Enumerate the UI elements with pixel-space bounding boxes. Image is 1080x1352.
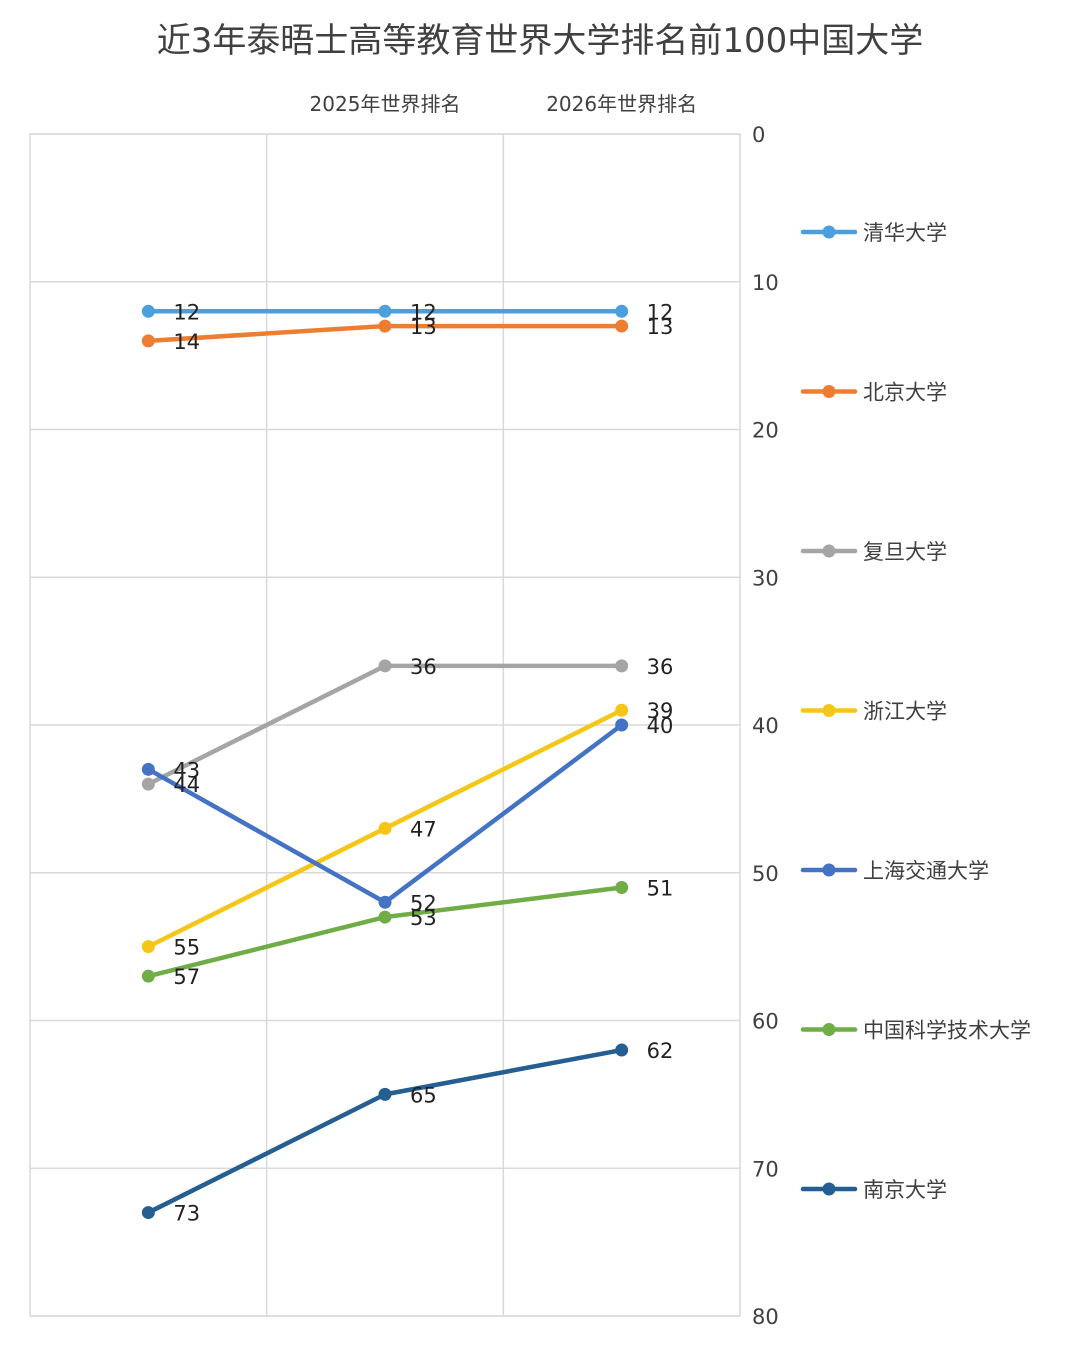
data-labels: 12 12 12 14 13 13 44 36 36 55 47 39 43 52 40 57 53 51 73 65…: [173, 300, 673, 1225]
legend-label: 中国科学技术大学: [863, 1019, 1031, 1043]
legend-label: 清华大学: [863, 221, 947, 245]
data-label: 43: [173, 758, 200, 782]
legend-label: 南京大学: [863, 1178, 947, 1202]
series-line: [146, 1047, 624, 1215]
legend-marker: [822, 544, 836, 558]
data-point: [378, 895, 392, 909]
data-point: [141, 762, 155, 776]
data-point: [378, 1087, 392, 1101]
data-label: 12: [173, 300, 200, 324]
chart-title: 近3年泰晤士高等教育世界大学排名前100中国大学: [157, 21, 924, 61]
legend-label: 北京大学: [863, 381, 947, 405]
y-axis: 0 10 20 30 40 50 60 70 80: [752, 123, 779, 1329]
y-tick-label: 40: [752, 714, 779, 738]
y-tick-label: 60: [752, 1010, 779, 1034]
data-point: [615, 319, 629, 333]
data-label: 55: [173, 936, 200, 960]
data-label: 13: [410, 315, 437, 339]
legend-marker: [822, 863, 836, 877]
category-label: 2026年世界排名: [546, 92, 697, 116]
data-label: 36: [410, 655, 437, 679]
legend-marker: [822, 385, 836, 398]
data-label: 12: [410, 300, 437, 324]
legend-label: 复旦大学: [863, 540, 947, 564]
category-label: 2025年世界排名: [310, 92, 461, 116]
y-tick-label: 50: [752, 862, 779, 886]
data-label: 36: [647, 655, 674, 679]
data-label: 57: [173, 965, 200, 989]
y-tick-label: 10: [752, 271, 779, 295]
data-label: 40: [647, 714, 674, 738]
data-label: 14: [173, 330, 200, 354]
data-point: [378, 659, 392, 673]
data-label: 52: [410, 891, 437, 915]
y-tick-label: 80: [752, 1305, 779, 1329]
grid: [29, 133, 741, 1317]
legend-marker: [822, 1023, 836, 1036]
data-label: 62: [647, 1039, 674, 1063]
data-point: [378, 910, 392, 924]
legend-marker: [822, 225, 836, 239]
series-lines: [141, 304, 629, 1220]
data-label: 53: [410, 906, 437, 930]
data-point: [615, 703, 629, 717]
data-label: 51: [647, 877, 674, 901]
data-point: [141, 777, 155, 791]
data-label: 12: [647, 300, 674, 324]
legend-label: 上海交通大学: [863, 859, 989, 883]
data-point: [615, 304, 629, 318]
data-label: 13: [647, 315, 674, 339]
data-point: [615, 1043, 629, 1057]
y-tick-label: 30: [752, 566, 779, 590]
legend-label: 浙江大学: [863, 700, 947, 724]
data-point: [378, 319, 392, 333]
legend-marker: [822, 1182, 836, 1196]
legend-marker: [822, 704, 836, 717]
data-label: 44: [173, 773, 200, 797]
data-point: [141, 304, 155, 318]
y-tick-label: 70: [752, 1157, 779, 1181]
data-point: [141, 1206, 155, 1220]
data-point: [141, 969, 155, 983]
data-label: 47: [410, 817, 437, 841]
data-label: 73: [173, 1202, 200, 1226]
data-point: [378, 304, 392, 318]
data-point: [141, 940, 155, 954]
y-tick-label: 20: [752, 419, 779, 443]
data-point: [141, 334, 155, 348]
data-point: [615, 718, 629, 732]
y-tick-label: 0: [752, 123, 765, 147]
data-label: 65: [410, 1083, 437, 1107]
category-labels: 2025年世界排名 2026年世界排名: [310, 92, 698, 116]
data-point: [378, 821, 392, 835]
data-point: [615, 659, 629, 673]
data-label: 39: [647, 699, 674, 723]
series-line: [146, 722, 624, 905]
data-point: [615, 881, 629, 895]
